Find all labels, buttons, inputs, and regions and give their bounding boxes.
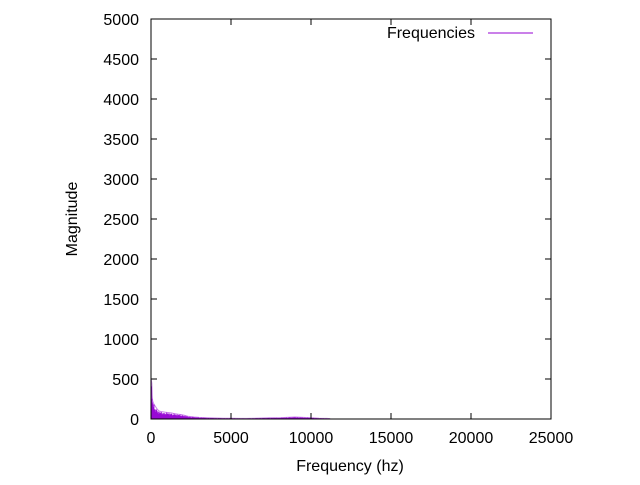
legend: Frequencies [387,25,533,42]
legend-label: Frequencies [387,25,475,42]
y-tick-label: 0 [130,412,139,429]
y-tick-label: 500 [112,372,139,389]
y-axis-label: Magnitude [64,182,81,257]
y-tick-label: 2000 [103,252,139,269]
y-axis: 0 500 1000 1500 2000 2500 3000 3500 4000 4500 5000 [103,12,551,429]
y-tick-label: 2500 [103,212,139,229]
x-tick-label: 5000 [213,430,249,447]
x-tick-label: 0 [147,430,156,447]
y-tick-label: 3000 [103,172,139,189]
y-tick-label: 4500 [103,52,139,69]
x-axis-label: Frequency (hz) [296,458,404,475]
x-tick-label: 10000 [289,430,334,447]
x-tick-label: 25000 [529,430,574,447]
y-tick-label: 3500 [103,132,139,149]
x-tick-label: 15000 [369,430,414,447]
y-tick-label: 1500 [103,292,139,309]
y-tick-label: 5000 [103,12,139,29]
series-layer [150,378,331,420]
x-axis: 0 5000 10000 15000 20000 25000 [147,19,574,447]
series-envelope-line [150,378,331,420]
y-tick-label: 4000 [103,92,139,109]
y-tick-label: 1000 [103,332,139,349]
x-tick-label: 20000 [449,430,494,447]
plot-frame [150,18,552,420]
